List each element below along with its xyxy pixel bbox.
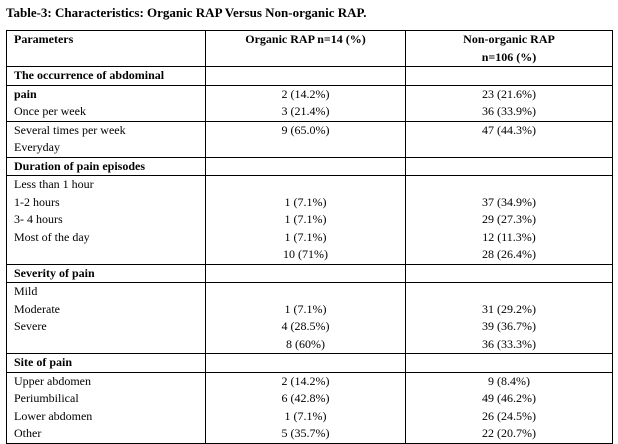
section-heading-row: Duration of pain episodes	[6, 156, 613, 176]
organic-value: 1 (7.1%)	[284, 301, 327, 316]
organic-value: 8 (60%)	[286, 336, 325, 351]
organic-value: 1 (7.1%)	[284, 194, 327, 209]
row-label: Most of the day	[14, 229, 90, 244]
section-heading-severity: Severity of pain	[6, 263, 206, 283]
header-nonorganic: Non-organic RAP n=106 (%)	[405, 30, 613, 67]
section-heading-occurrence-cont: pain	[14, 86, 37, 101]
organic-value: 9 (65.0%)	[281, 122, 330, 137]
nonorganic-value: 23 (21.6%)	[482, 86, 536, 101]
nonorganic-value: 12 (11.3%)	[482, 229, 536, 244]
nonorganic-value: 39 (36.7%)	[482, 319, 536, 333]
section-heading-duration: Duration of pain episodes	[6, 156, 206, 176]
row-label: 3- 4 hours	[14, 212, 63, 226]
nonorganic-value: 31 (29.2%)	[482, 301, 536, 316]
header-nonorganic-line2: n=106 (%)	[481, 49, 537, 64]
nonorganic-value: 22 (20.7%)	[482, 426, 536, 440]
table-title: Table-3: Characteristics: Organic RAP Ve…	[6, 5, 367, 20]
row-label: Severe	[14, 319, 47, 333]
row-label: Upper abdomen	[14, 373, 91, 388]
row-label: Mild	[14, 284, 38, 298]
organic-value: 2 (14.2%)	[281, 373, 330, 388]
organic-value: 10 (71%)	[283, 247, 328, 261]
characteristics-table: Parameters Organic RAP n=14 (%) Non-orga…	[6, 30, 613, 444]
organic-value: 4 (28.5%)	[281, 319, 330, 333]
organic-value: 6 (42.8%)	[281, 391, 330, 405]
row-label: Lower abdomen	[14, 408, 93, 423]
nonorganic-value: 29 (27.3%)	[482, 212, 536, 226]
table-row: pain Once per week 2 (14.2%) 3 (21.4%) 2…	[6, 84, 613, 122]
organic-value: 3 (21.4%)	[281, 104, 330, 118]
header-nonorganic-line1: Non-organic RAP	[463, 32, 555, 46]
table-row: Several times per week Everyday 9 (65.0%…	[6, 120, 613, 158]
table-row: Less than 1 hour 1-2 hours 3- 4 hours Mo…	[6, 175, 613, 265]
row-label: Once per week	[14, 104, 86, 118]
organic-value: 1 (7.1%)	[284, 408, 327, 423]
section-heading-row: Site of pain	[6, 353, 613, 373]
table-row: Mild Moderate Severe 1 (7.1%) 4 (28.5%) …	[6, 282, 613, 354]
nonorganic-value: 49 (46.2%)	[482, 391, 536, 405]
table-row: Upper abdomen Periumbilical Lower abdome…	[6, 371, 613, 444]
row-label: Moderate	[14, 301, 60, 316]
nonorganic-value: 36 (33.3%)	[482, 336, 536, 351]
row-label: Periumbilical	[14, 391, 79, 405]
organic-value: 1 (7.1%)	[284, 212, 327, 226]
section-heading-site: Site of pain	[6, 353, 206, 373]
section-heading-occurrence: The occurrence of abdominal	[6, 66, 206, 86]
nonorganic-value: 47 (44.3%)	[482, 122, 536, 137]
nonorganic-value: 26 (24.5%)	[482, 408, 536, 423]
row-label: Other	[14, 426, 42, 440]
nonorganic-value: 28 (26.4%)	[482, 247, 536, 261]
organic-value: 2 (14.2%)	[281, 86, 330, 101]
organic-value: 1 (7.1%)	[284, 229, 327, 244]
section-heading-row: The occurrence of abdominal	[6, 66, 613, 86]
header-row: Parameters Organic RAP n=14 (%) Non-orga…	[6, 30, 613, 67]
row-label: Less than 1 hour	[14, 177, 94, 191]
row-label: Several times per week	[14, 122, 126, 137]
header-parameters: Parameters	[6, 30, 206, 67]
nonorganic-value: 37 (34.9%)	[482, 194, 536, 209]
row-label: 1-2 hours	[14, 194, 60, 209]
organic-value: 5 (35.7%)	[281, 426, 330, 440]
nonorganic-value: 36 (33.9%)	[482, 104, 536, 118]
header-organic: Organic RAP n=14 (%)	[205, 30, 406, 67]
row-label: Everyday	[14, 140, 60, 154]
nonorganic-value: 9 (8.4%)	[488, 373, 530, 388]
section-heading-row: Severity of pain	[6, 263, 613, 283]
